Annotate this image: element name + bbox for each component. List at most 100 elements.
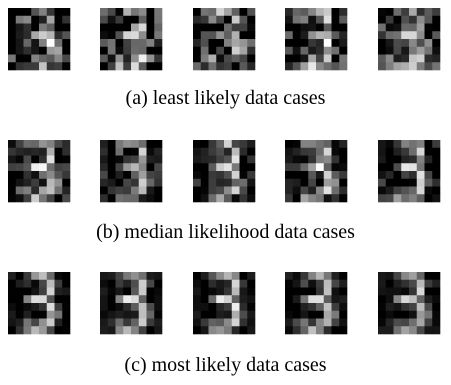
pixel <box>293 140 301 148</box>
pixel <box>193 272 201 280</box>
pixel <box>201 272 209 280</box>
pixel <box>247 179 255 187</box>
pixel <box>108 311 116 319</box>
pixel <box>131 47 139 55</box>
pixel <box>293 24 301 32</box>
pixel <box>394 16 402 24</box>
pixel <box>339 272 347 280</box>
pixel <box>62 47 70 55</box>
pixel <box>293 295 301 303</box>
pixel <box>100 62 108 70</box>
pixel <box>47 295 55 303</box>
pixel <box>285 156 293 164</box>
pixel <box>301 326 309 334</box>
pixel <box>409 272 417 280</box>
pixel <box>394 194 402 202</box>
pixel <box>16 280 24 288</box>
pixel <box>316 62 324 70</box>
pixel <box>425 8 433 16</box>
pixel <box>386 39 394 47</box>
pixel <box>16 295 24 303</box>
pixel <box>232 31 240 39</box>
pixel <box>147 280 155 288</box>
pixel <box>123 272 131 280</box>
pixel <box>285 140 293 148</box>
pixel <box>209 194 217 202</box>
pixel <box>394 140 402 148</box>
pixel <box>55 39 63 47</box>
pixel <box>24 62 32 70</box>
pixel <box>417 31 425 39</box>
pixel <box>247 148 255 156</box>
pixel <box>293 179 301 187</box>
pixel <box>116 288 124 296</box>
pixel <box>425 140 433 148</box>
pixel <box>8 16 16 24</box>
pixel <box>417 163 425 171</box>
pixel <box>378 171 386 179</box>
pixel <box>417 62 425 70</box>
pixel <box>285 179 293 187</box>
pixel <box>47 326 55 334</box>
pixel <box>417 179 425 187</box>
pixel <box>240 163 248 171</box>
pixel <box>47 156 55 164</box>
pixel <box>417 16 425 24</box>
pixel <box>139 156 147 164</box>
pixel <box>193 39 201 47</box>
pixel <box>232 295 240 303</box>
pixel <box>240 24 248 32</box>
pixel <box>209 55 217 63</box>
pixel <box>16 171 24 179</box>
pixel <box>339 326 347 334</box>
pixel <box>139 311 147 319</box>
pixel <box>55 24 63 32</box>
pixel <box>47 171 55 179</box>
pixel <box>108 16 116 24</box>
pixel <box>224 31 232 39</box>
pixel <box>339 194 347 202</box>
pixel <box>31 179 39 187</box>
pixel <box>154 272 162 280</box>
pixel <box>8 62 16 70</box>
pixel <box>332 47 340 55</box>
pixel <box>301 39 309 47</box>
pixel <box>16 194 24 202</box>
pixel <box>154 140 162 148</box>
pixel <box>62 179 70 187</box>
pixel <box>16 272 24 280</box>
pixel <box>293 194 301 202</box>
pixel <box>16 163 24 171</box>
pixel <box>47 62 55 70</box>
pixel <box>209 326 217 334</box>
pixel <box>193 31 201 39</box>
pixel <box>293 31 301 39</box>
pixel <box>308 319 316 327</box>
pixel <box>285 148 293 156</box>
pixel <box>232 288 240 296</box>
pixel <box>324 148 332 156</box>
pixel <box>8 31 16 39</box>
pixel <box>247 140 255 148</box>
pixel <box>293 16 301 24</box>
pixel <box>147 39 155 47</box>
pixel <box>401 55 409 63</box>
pixel <box>139 31 147 39</box>
pixel <box>154 156 162 164</box>
pixel <box>154 295 162 303</box>
pixel <box>339 47 347 55</box>
pixel <box>240 295 248 303</box>
pixel <box>100 140 108 148</box>
pixel <box>409 16 417 24</box>
pixel <box>224 295 232 303</box>
pixel <box>8 194 16 202</box>
pixel <box>154 303 162 311</box>
pixel <box>293 280 301 288</box>
pixel <box>116 148 124 156</box>
pixel <box>62 311 70 319</box>
pixel <box>39 326 47 334</box>
pixel <box>62 55 70 63</box>
pixel <box>131 163 139 171</box>
pixel <box>193 194 201 202</box>
pixel <box>432 16 440 24</box>
